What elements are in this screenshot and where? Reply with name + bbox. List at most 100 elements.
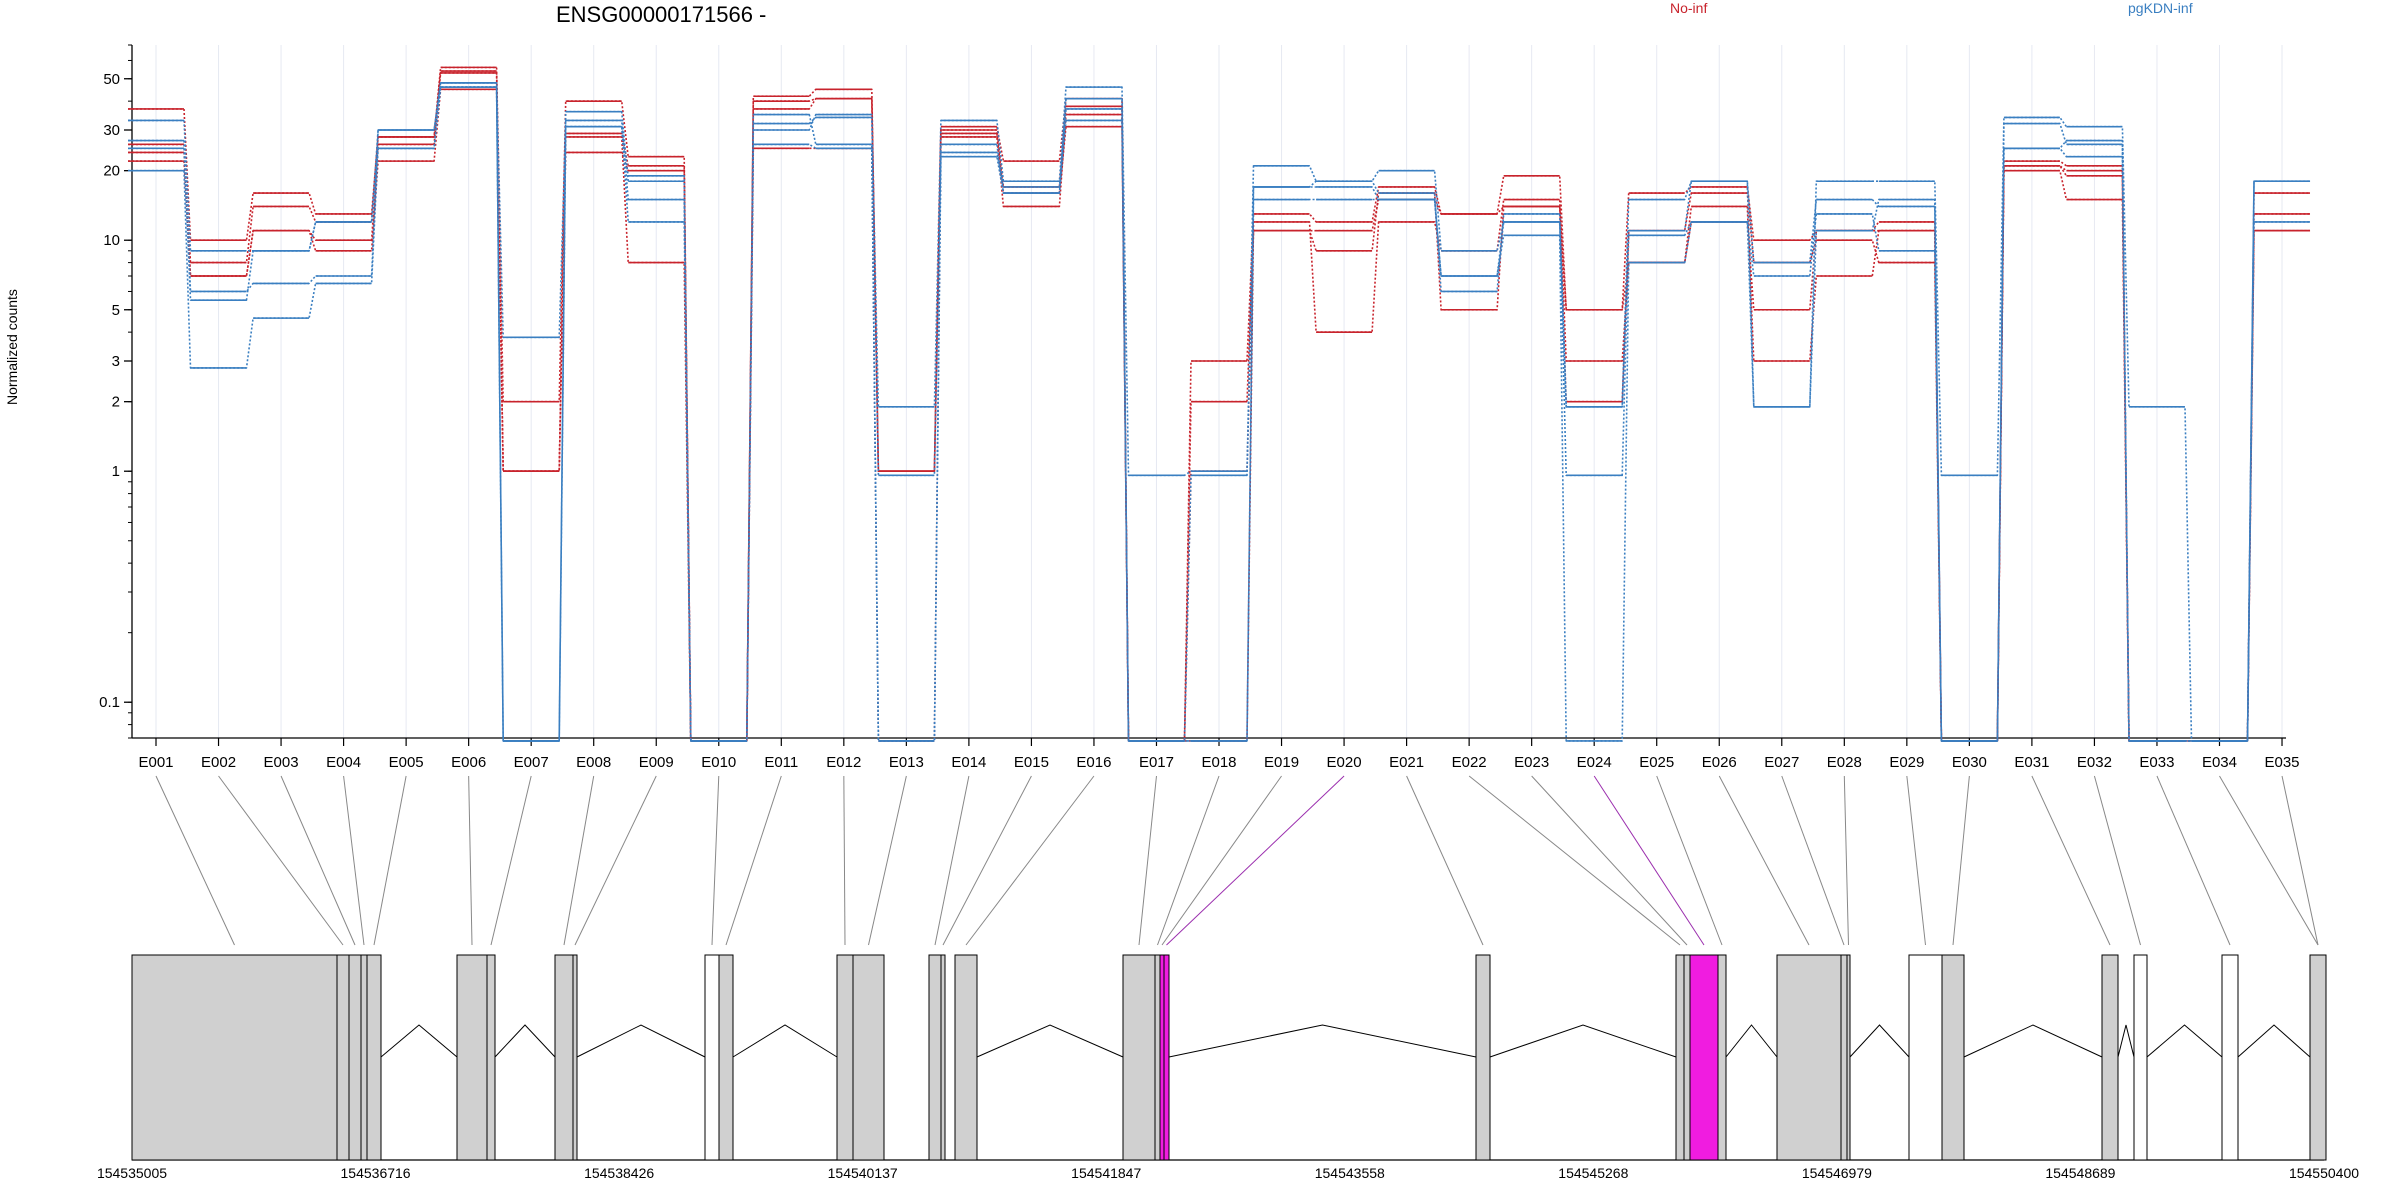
y-tick-label: 30 xyxy=(103,122,120,139)
x-tick-label: E032 xyxy=(2077,754,2112,771)
exon-connector xyxy=(1468,775,1681,946)
exon-box xyxy=(2309,954,2327,1161)
exon-connector xyxy=(155,775,235,946)
exon-connector xyxy=(1843,775,1849,946)
y-tick-label: 20 xyxy=(103,163,120,180)
intron-line xyxy=(976,1024,1124,1058)
exon-box xyxy=(928,954,942,1161)
y-tick-label: 5 xyxy=(112,302,120,319)
exon-connector xyxy=(1166,775,1345,946)
x-tick-label: E010 xyxy=(701,754,736,771)
exon-connector xyxy=(1656,775,1723,946)
x-tick-label: E023 xyxy=(1514,754,1549,771)
intron-line xyxy=(1725,1024,1778,1058)
y-tick-label: 1 xyxy=(112,463,120,480)
exon-box xyxy=(2133,954,2148,1161)
exon-box xyxy=(852,954,885,1161)
y-tick-label: 50 xyxy=(103,71,120,88)
x-tick-label: E011 xyxy=(764,754,798,771)
x-tick-label: E009 xyxy=(639,754,674,771)
intron-line xyxy=(732,1024,838,1058)
x-tick-label: E012 xyxy=(826,754,861,771)
x-tick-label: E018 xyxy=(1201,754,1236,771)
y-tick-label: 2 xyxy=(112,394,120,411)
exon-box xyxy=(1717,954,1727,1161)
intron-line xyxy=(1849,1024,1910,1058)
x-tick-label: E027 xyxy=(1764,754,1799,771)
y-tick-label: 0.1 xyxy=(99,694,120,711)
exon-box xyxy=(572,954,578,1161)
exon-box xyxy=(1846,954,1851,1161)
exon-box xyxy=(1683,954,1691,1161)
x-tick-label: E025 xyxy=(1639,754,1674,771)
x-tick-label: E008 xyxy=(576,754,611,771)
exon-connector xyxy=(373,775,407,946)
genome-coordinate-label: 154536716 xyxy=(341,1165,411,1181)
exon-connector xyxy=(1906,775,1926,946)
x-tick-label: E033 xyxy=(2139,754,2174,771)
intron-line xyxy=(1489,1024,1677,1058)
intron-line xyxy=(1963,1024,2103,1058)
x-tick-label: E031 xyxy=(2014,754,2049,771)
x-tick-label: E003 xyxy=(264,754,299,771)
exon-connector xyxy=(1593,775,1705,946)
exon-connector xyxy=(1161,775,1282,946)
exon-connector xyxy=(1531,775,1688,946)
genome-coordinate-label: 154550400 xyxy=(2289,1165,2359,1181)
exon-connector xyxy=(574,775,657,946)
exon-box xyxy=(2221,954,2239,1161)
exon-box xyxy=(1163,954,1170,1161)
exon-box xyxy=(131,954,338,1161)
x-tick-label: E021 xyxy=(1389,754,1424,771)
exon-connector xyxy=(2156,775,2231,946)
exon-connector xyxy=(868,775,907,946)
x-tick-label: E034 xyxy=(2202,754,2237,771)
exon-connector xyxy=(725,775,782,946)
exon-box xyxy=(1776,954,1842,1161)
x-tick-label: E016 xyxy=(1076,754,1111,771)
exon-box xyxy=(1908,954,1943,1161)
x-tick-label: E026 xyxy=(1702,754,1737,771)
x-tick-label: E030 xyxy=(1952,754,1987,771)
exon-box xyxy=(554,954,574,1161)
exon-connector xyxy=(2093,775,2141,946)
x-tick-label: E017 xyxy=(1139,754,1174,771)
exon-connector xyxy=(468,775,473,946)
x-tick-label: E013 xyxy=(889,754,924,771)
exon-connector xyxy=(1781,775,1845,946)
exon-box xyxy=(360,954,368,1161)
exon-box xyxy=(718,954,734,1161)
exon-box xyxy=(366,954,382,1161)
exon-box xyxy=(1154,954,1161,1161)
exon-box xyxy=(1689,954,1719,1161)
x-tick-label: E005 xyxy=(389,754,424,771)
exon-box xyxy=(1840,954,1848,1161)
exon-box xyxy=(1475,954,1491,1161)
x-tick-label: E028 xyxy=(1827,754,1862,771)
exon-connector xyxy=(965,775,1095,946)
exon-box xyxy=(486,954,496,1161)
intron-line xyxy=(576,1024,706,1058)
x-tick-label: E002 xyxy=(201,754,236,771)
exon-connector xyxy=(1138,775,1157,946)
intron-line xyxy=(1168,1024,1477,1058)
y-tick-label: 10 xyxy=(103,232,120,249)
genome-coordinate-label: 154543558 xyxy=(1315,1165,1385,1181)
exon-connector xyxy=(2281,775,2319,946)
genome-coordinate-label: 154538426 xyxy=(584,1165,654,1181)
exon-box xyxy=(1159,954,1165,1161)
exon-box xyxy=(1941,954,1965,1161)
exon-box xyxy=(1675,954,1685,1161)
exon-connector xyxy=(1157,775,1220,946)
x-tick-label: E015 xyxy=(1014,754,1049,771)
exon-box xyxy=(456,954,488,1161)
exon-connector xyxy=(2031,775,2111,946)
intron-line xyxy=(494,1024,556,1058)
exon-box xyxy=(336,954,350,1161)
exon-connector xyxy=(1718,775,1810,946)
exon-connector xyxy=(711,775,720,946)
x-tick-label: E024 xyxy=(1577,754,1612,771)
legend-no-inf: No-inf xyxy=(1670,0,1708,16)
x-tick-label: E035 xyxy=(2264,754,2299,771)
exon-connector xyxy=(218,775,344,946)
